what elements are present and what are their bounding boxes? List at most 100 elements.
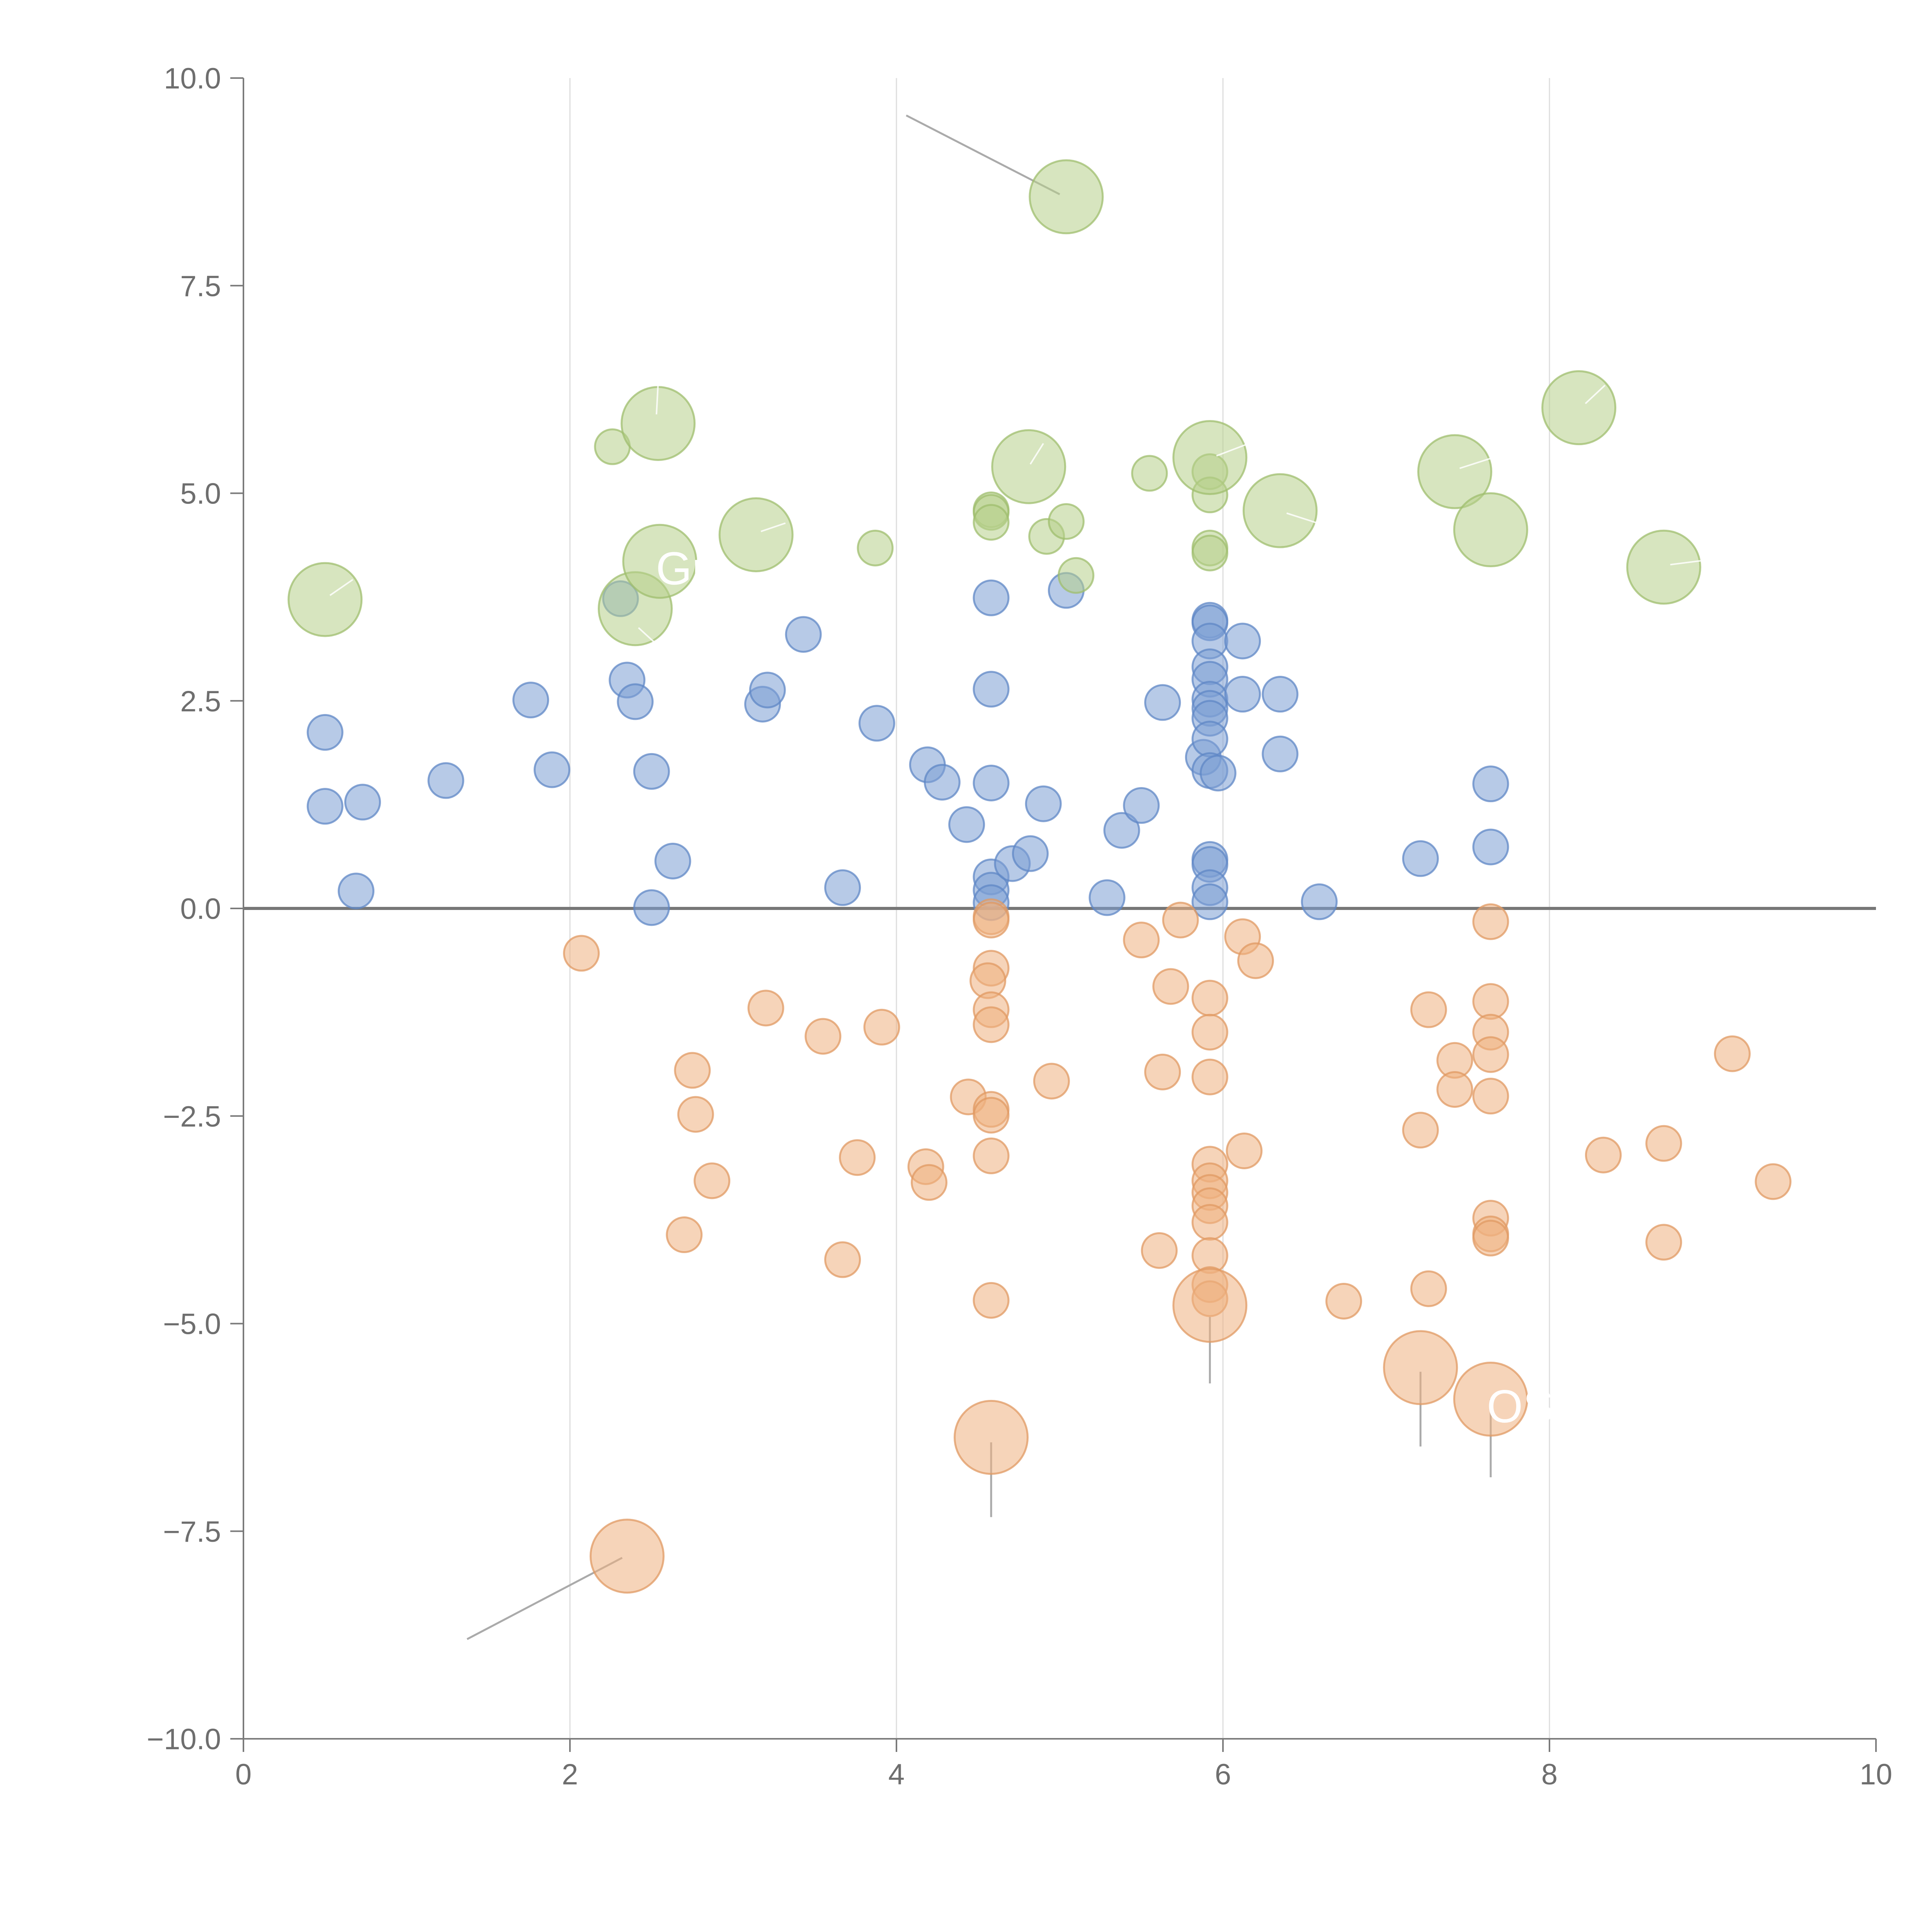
data-point-orange xyxy=(973,1097,1010,1134)
y-tick-label: 10.0 xyxy=(164,62,221,95)
data-point-orange xyxy=(1237,942,1274,979)
data-point-orange xyxy=(1191,980,1228,1017)
data-point-blue xyxy=(785,616,822,653)
data-point-blue xyxy=(427,762,464,799)
data-point-green xyxy=(1626,529,1701,605)
y-tick-label: 7.5 xyxy=(180,270,221,303)
leader-line-inner xyxy=(1029,443,1044,465)
data-point-blue xyxy=(338,872,375,910)
data-point-blue xyxy=(1262,676,1299,713)
annotation-label: OS xyxy=(1487,1381,1554,1432)
data-point-orange xyxy=(1226,1133,1263,1170)
data-point-blue xyxy=(1123,787,1160,824)
data-point-blue xyxy=(306,714,344,751)
data-point-orange xyxy=(1472,983,1509,1020)
y-axis-ticks: −10.0 −7.5 −5.0 −2.5 0.0 2.5 5.0 7.5 10.0 xyxy=(147,62,243,1756)
leader-lines-inner xyxy=(329,383,1703,643)
y-tick-label: 2.5 xyxy=(180,685,221,718)
data-point-green xyxy=(622,524,697,599)
data-point-green xyxy=(1417,434,1492,509)
data-point-orange xyxy=(1714,1035,1751,1072)
leader-line-inner xyxy=(1585,384,1606,404)
data-point-blue xyxy=(512,682,549,719)
data-point-green xyxy=(1453,492,1528,568)
data-point-green xyxy=(1172,420,1248,495)
leader-line-inner xyxy=(1459,457,1491,469)
data-point-green xyxy=(991,429,1066,504)
data-point-orange xyxy=(666,1216,703,1253)
series-blue xyxy=(306,572,1509,926)
data-point-orange xyxy=(954,1400,1029,1475)
data-point-orange xyxy=(1144,1053,1181,1090)
data-point-orange xyxy=(1033,1063,1070,1100)
data-point-blue xyxy=(923,764,961,801)
y-tick-label: −10.0 xyxy=(147,1723,221,1756)
x-axis-ticks: 0 2 4 6 8 10 xyxy=(235,1739,1892,1791)
data-point-blue xyxy=(1012,835,1049,872)
data-point-orange xyxy=(694,1162,731,1199)
data-point-orange xyxy=(674,1052,711,1089)
data-point-orange xyxy=(1472,1078,1509,1115)
data-point-orange xyxy=(677,1096,714,1133)
data-point-orange xyxy=(1162,901,1199,939)
data-point-orange xyxy=(1191,1058,1228,1095)
data-point-blue xyxy=(1191,721,1228,758)
data-point-green xyxy=(857,529,894,566)
data-point-orange xyxy=(1402,1112,1439,1149)
data-point-orange xyxy=(1123,922,1160,959)
data-point-orange xyxy=(1410,1270,1447,1307)
leader-line-inner xyxy=(760,522,786,532)
leader-line-inner xyxy=(1286,512,1318,524)
data-point-blue xyxy=(1224,676,1261,713)
data-point-orange xyxy=(911,1164,947,1201)
x-tick-label: 4 xyxy=(888,1758,905,1791)
data-point-blue xyxy=(1472,765,1509,803)
data-point-blue xyxy=(1402,840,1439,877)
data-point-blue xyxy=(1262,735,1299,772)
data-point-orange xyxy=(973,1282,1010,1319)
x-tick-label: 8 xyxy=(1541,1758,1558,1791)
data-point-blue xyxy=(1301,883,1338,920)
data-point-orange xyxy=(1152,968,1189,1005)
data-point-orange xyxy=(1191,1204,1228,1241)
data-point-green xyxy=(1541,370,1617,446)
data-point-orange xyxy=(1191,1014,1228,1051)
data-point-orange xyxy=(839,1139,876,1176)
leader-line-inner xyxy=(1216,442,1250,457)
leader-line-inner xyxy=(655,383,659,415)
data-point-orange xyxy=(973,1006,1010,1043)
data-points xyxy=(287,159,1792,1594)
data-point-green xyxy=(1191,534,1228,571)
data-point-orange xyxy=(973,901,1010,939)
data-point-green xyxy=(1131,455,1168,492)
data-point-blue xyxy=(633,889,670,926)
data-point-orange xyxy=(1472,903,1509,940)
data-point-green xyxy=(1048,503,1085,540)
data-point-orange xyxy=(1755,1163,1792,1200)
data-point-orange xyxy=(1585,1136,1622,1173)
data-point-green xyxy=(287,562,363,637)
data-point-blue xyxy=(973,765,1010,802)
data-point-blue xyxy=(1224,622,1261,660)
data-point-blue xyxy=(948,806,985,843)
x-tick-label: 0 xyxy=(235,1758,252,1791)
data-point-blue xyxy=(973,579,1010,616)
data-point-green xyxy=(1242,473,1318,548)
data-point-blue xyxy=(344,784,381,821)
series-orange xyxy=(563,898,1792,1594)
data-point-green xyxy=(973,504,1010,541)
x-tick-label: 10 xyxy=(1860,1758,1893,1791)
data-point-blue xyxy=(1191,883,1228,920)
data-point-green xyxy=(1029,159,1104,235)
annotation-label: Gro xyxy=(656,543,733,595)
data-point-orange xyxy=(1453,1362,1528,1437)
y-tick-label: 5.0 xyxy=(180,478,221,510)
data-point-blue xyxy=(633,753,670,790)
data-point-orange xyxy=(1472,1036,1509,1073)
data-point-orange xyxy=(863,1009,900,1046)
data-point-orange xyxy=(1410,991,1447,1028)
data-point-orange xyxy=(824,1241,861,1278)
data-point-blue xyxy=(824,869,861,906)
data-point-blue xyxy=(1088,879,1126,916)
data-point-green xyxy=(718,497,794,572)
